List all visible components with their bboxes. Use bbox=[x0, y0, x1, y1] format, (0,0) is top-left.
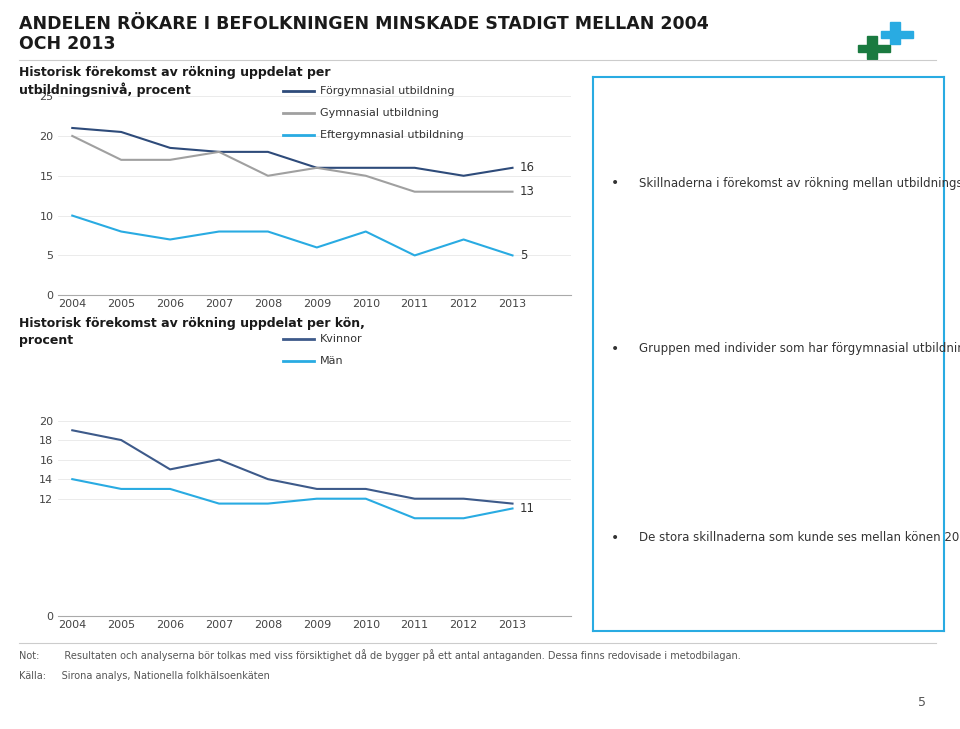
Bar bbox=[868, 36, 877, 58]
Text: 5: 5 bbox=[919, 695, 926, 709]
Text: 5: 5 bbox=[519, 249, 527, 262]
Text: ANDELEN RÖKARE I BEFOLKNINGEN MINSKADE STADIGT MELLAN 2004: ANDELEN RÖKARE I BEFOLKNINGEN MINSKADE S… bbox=[19, 15, 708, 33]
Text: Not:        Resultaten och analyserna bör tolkas med viss försiktighet då de byg: Not: Resultaten och analyserna bör tolka… bbox=[19, 649, 741, 660]
Text: •: • bbox=[611, 343, 619, 356]
Text: Historisk förekomst av rökning uppdelat per
utbildningsnivå, procent: Historisk förekomst av rökning uppdelat … bbox=[19, 66, 330, 97]
Text: •: • bbox=[611, 176, 619, 190]
Bar bbox=[890, 22, 900, 44]
Text: •: • bbox=[611, 531, 619, 545]
Text: 11: 11 bbox=[519, 502, 535, 515]
Bar bbox=[858, 45, 890, 52]
Text: Historisk förekomst av rökning uppdelat per kön,
procent: Historisk förekomst av rökning uppdelat … bbox=[19, 317, 365, 346]
Text: Förgymnasial utbildning: Förgymnasial utbildning bbox=[320, 86, 454, 96]
Text: Källa:     Sirona analys, Nationella folkhälsoenkäten: Källa: Sirona analys, Nationella folkhäl… bbox=[19, 671, 270, 681]
Text: Män: Män bbox=[320, 356, 344, 366]
Text: De stora skillnaderna som kunde ses mellan könen 2004 har utjämnats till 2013: De stora skillnaderna som kunde ses mell… bbox=[638, 531, 960, 544]
Text: Skillnaderna i förekomst av rökning mellan utbildningsnivåerna i riket har varit: Skillnaderna i förekomst av rökning mell… bbox=[638, 176, 960, 190]
Bar bbox=[881, 31, 913, 38]
Text: Kvinnor: Kvinnor bbox=[320, 334, 362, 344]
Text: Eftergymnasial utbildning: Eftergymnasial utbildning bbox=[320, 130, 464, 140]
Text: Gruppen med individer som har förgymnasial utbildning är den grupp som har högst: Gruppen med individer som har förgymnasi… bbox=[638, 343, 960, 356]
Text: 13: 13 bbox=[519, 185, 535, 198]
Text: Gymnasial utbildning: Gymnasial utbildning bbox=[320, 108, 439, 118]
Text: OCH 2013: OCH 2013 bbox=[19, 35, 116, 53]
Text: 16: 16 bbox=[519, 161, 535, 174]
